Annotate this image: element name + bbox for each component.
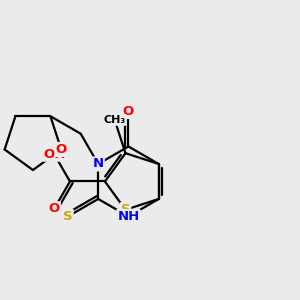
Text: CH₃: CH₃ bbox=[103, 115, 126, 125]
Text: S: S bbox=[63, 210, 73, 223]
Text: NH: NH bbox=[117, 210, 140, 223]
Text: O: O bbox=[49, 202, 60, 215]
Text: S: S bbox=[121, 203, 130, 216]
Text: N: N bbox=[93, 158, 104, 170]
Text: OH: OH bbox=[43, 148, 65, 161]
Text: O: O bbox=[56, 143, 67, 156]
Text: O: O bbox=[123, 105, 134, 118]
